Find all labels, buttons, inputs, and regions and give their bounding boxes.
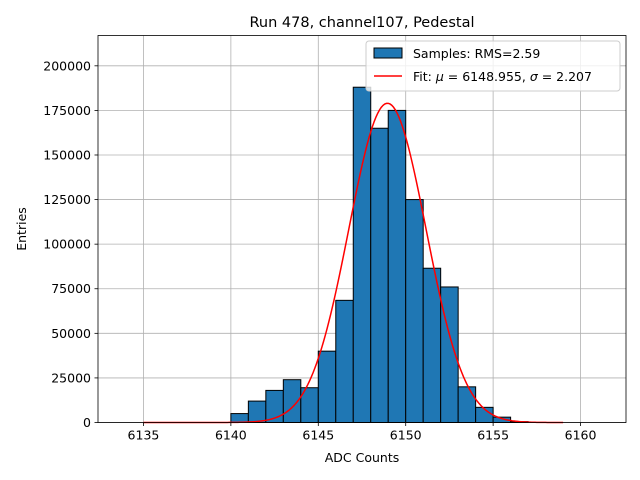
x-tick-label: 6140 xyxy=(215,428,247,443)
y-tick-label: 50000 xyxy=(51,326,91,341)
x-tick-label: 6145 xyxy=(302,428,334,443)
histogram-bar xyxy=(317,350,337,424)
histogram-bar xyxy=(405,199,424,423)
legend-fit-mu-symbol: μ xyxy=(435,69,444,84)
y-tick-label: 125000 xyxy=(43,192,91,207)
legend: Samples: RMS=2.59 Fit: μ = 6148.955, σ =… xyxy=(365,40,621,92)
legend-box xyxy=(365,40,621,92)
legend-samples-label: Samples: RMS=2.59 xyxy=(413,46,540,61)
legend-fit-sigma-symbol: σ xyxy=(530,69,539,84)
x-tick-label: 6160 xyxy=(565,428,597,443)
legend-fit-label: Fit: μ = 6148.955, σ = 2.207 xyxy=(413,69,592,84)
x-tick-label: 6135 xyxy=(128,428,160,443)
x-axis-label: ADC Counts xyxy=(325,450,400,465)
histogram-bar xyxy=(457,386,477,423)
x-tick-label: 6150 xyxy=(390,428,422,443)
histogram-bar xyxy=(422,267,442,423)
x-tick-label: 6155 xyxy=(477,428,509,443)
legend-samples-swatch xyxy=(373,47,403,59)
y-tick-label: 25000 xyxy=(51,370,91,385)
plot-frame xyxy=(97,35,627,423)
chart-title: Run 478, channel107, Pedestal xyxy=(249,15,474,31)
histogram-bars xyxy=(230,86,529,424)
y-tick-label: 75000 xyxy=(51,281,91,296)
legend-fit-prefix: Fit: xyxy=(413,69,436,84)
histogram-bar xyxy=(387,109,407,423)
y-axis-label: Entries xyxy=(14,207,29,251)
y-tick-label: 175000 xyxy=(43,103,91,118)
histogram-bar xyxy=(230,413,249,423)
legend-fit-sigma-value: = 2.207 xyxy=(538,69,592,84)
y-tick-label: 150000 xyxy=(43,147,91,162)
y-tick-label: 200000 xyxy=(43,58,91,73)
y-tick-label: 0 xyxy=(83,415,91,430)
histogram-bar xyxy=(335,299,354,423)
x-axis-ticks: 6135 6140 6145 6150 6155 6160 xyxy=(128,422,597,443)
y-axis-ticks: 0 25000 50000 75000 100000 125000 150000 175000… xyxy=(43,58,98,430)
histogram-bar xyxy=(247,400,267,424)
histogram-bar xyxy=(370,127,389,423)
y-tick-label: 100000 xyxy=(43,237,91,252)
legend-fit-mu-value: = 6148.955, xyxy=(444,69,530,84)
histogram-bar xyxy=(352,86,372,423)
